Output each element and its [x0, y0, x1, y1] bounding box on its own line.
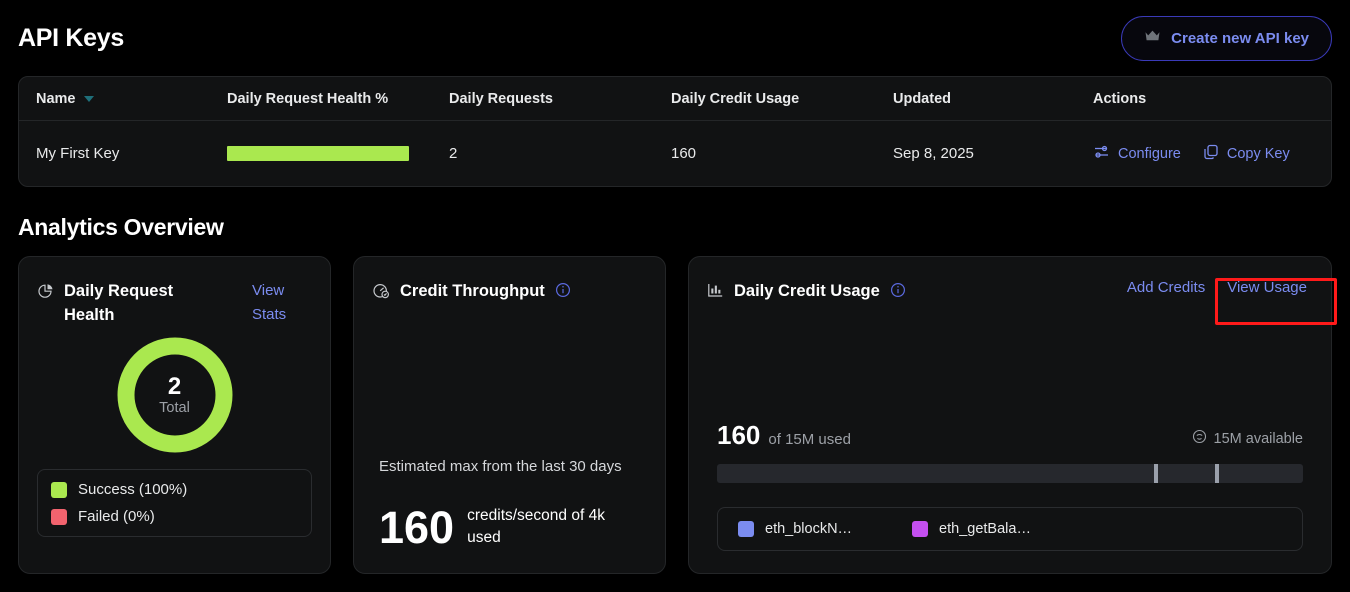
column-header-daily-credit-usage: Daily Credit Usage	[671, 90, 800, 107]
copy-icon	[1203, 144, 1219, 164]
legend-item-success: Success (100%)	[51, 481, 298, 498]
usage-bar-tick	[1153, 464, 1158, 483]
credits-available: 15M available	[1192, 429, 1303, 448]
legend-swatch-eth-getbalance	[912, 521, 929, 537]
credit-throughput-subtitle: Estimated max from the last 30 days	[379, 458, 622, 475]
cell-key-name: My First Key	[36, 145, 120, 162]
donut-total-label: Total	[159, 400, 190, 416]
info-icon[interactable]	[890, 282, 906, 303]
card-daily-credit-usage: Daily Credit Usage Add Credits View Usag…	[688, 256, 1332, 574]
table-row[interactable]: My First Key 2 160 Sep 8, 2025	[19, 121, 1331, 186]
add-credits-link[interactable]: Add Credits	[1126, 279, 1206, 296]
legend-label-failed: Failed (0%)	[78, 508, 155, 525]
legend-swatch-eth-blocknumber	[738, 521, 754, 537]
credit-throughput-unit: credits/second of 4k used	[467, 507, 605, 546]
column-header-health: Daily Request Health %	[227, 90, 389, 107]
credits-used-suffix: of 15M used	[768, 431, 851, 448]
legend-swatch-success	[51, 481, 67, 498]
crown-icon	[1144, 29, 1161, 48]
health-progress-bar	[227, 146, 409, 161]
credit-usage-bar	[717, 464, 1303, 483]
copy-key-label: Copy Key	[1226, 145, 1290, 162]
legend-item-failed: Failed (0%)	[51, 508, 298, 525]
cell-daily-requests: 2	[449, 145, 458, 162]
column-header-name-label: Name	[36, 90, 76, 107]
legend-label-eth-blocknumber: eth_blockN…	[765, 521, 853, 537]
analytics-cards: Daily Request Health View Stats 2 Total	[18, 256, 1332, 574]
legend-label-eth-getbalance: eth_getBala…	[939, 521, 1031, 537]
credit-usage-legend: eth_blockN… eth_getBala…	[717, 507, 1303, 551]
column-header-updated: Updated	[893, 90, 951, 107]
view-stats-link[interactable]: View Stats	[252, 282, 287, 323]
credits-available-label: 15M available	[1213, 430, 1303, 447]
card-title-daily-request-health: Daily Request Health	[64, 282, 174, 324]
cell-daily-credit-usage: 160	[671, 145, 697, 162]
pie-chart-icon	[37, 283, 54, 305]
cell-health-bar	[227, 146, 449, 161]
legend-item-eth-blocknumber: eth_blockN…	[738, 521, 852, 537]
legend-swatch-failed	[51, 508, 67, 525]
cell-actions: Configure Copy Key	[1093, 144, 1331, 164]
health-legend: Success (100%) Failed (0%)	[37, 469, 312, 537]
view-usage-link[interactable]: View Usage	[1227, 279, 1307, 296]
legend-label-success: Success (100%)	[78, 481, 188, 498]
coin-icon	[1192, 429, 1207, 448]
create-new-api-key-label: Create new API key	[1171, 29, 1309, 47]
card-credit-throughput: Credit Throughput Estimated max from the…	[353, 256, 666, 574]
legend-item-eth-getbalance: eth_getBala…	[912, 521, 1031, 537]
card-title-credit-throughput: Credit Throughput	[400, 282, 545, 300]
table-header-row: Name Daily Request Health % Daily Reques…	[19, 77, 1331, 121]
page-header: API Keys Create new API key	[18, 0, 1332, 76]
credit-throughput-value: 160	[379, 502, 455, 553]
page-title: API Keys	[18, 23, 124, 52]
analytics-section-title: Analytics Overview	[18, 214, 224, 240]
column-header-actions: Actions	[1093, 90, 1147, 107]
credits-used-value: 160	[717, 420, 761, 450]
create-new-api-key-button[interactable]: Create new API key	[1121, 15, 1332, 61]
info-icon[interactable]	[555, 282, 571, 303]
card-title-daily-credit-usage: Daily Credit Usage	[734, 282, 880, 300]
donut-total-value: 2	[167, 373, 182, 400]
configure-button[interactable]: Configure	[1093, 144, 1181, 163]
usage-bar-tick	[1215, 464, 1220, 483]
copy-key-button[interactable]: Copy Key	[1203, 144, 1290, 164]
bar-chart-icon	[707, 282, 724, 303]
chevron-down-icon[interactable]	[83, 95, 94, 102]
configure-label: Configure	[1118, 145, 1181, 162]
column-header-daily-requests: Daily Requests	[449, 90, 553, 107]
cell-updated: Sep 8, 2025	[893, 145, 974, 162]
sliders-icon	[1093, 144, 1110, 163]
column-header-name[interactable]: Name	[19, 91, 227, 107]
donut-chart: 2 Total	[117, 337, 233, 453]
gauge-icon	[372, 282, 390, 305]
donut-chart-wrap: 2 Total	[37, 337, 312, 453]
api-keys-table: Name Daily Request Health % Daily Reques…	[18, 76, 1332, 187]
card-daily-request-health: Daily Request Health View Stats 2 Total	[18, 256, 331, 574]
